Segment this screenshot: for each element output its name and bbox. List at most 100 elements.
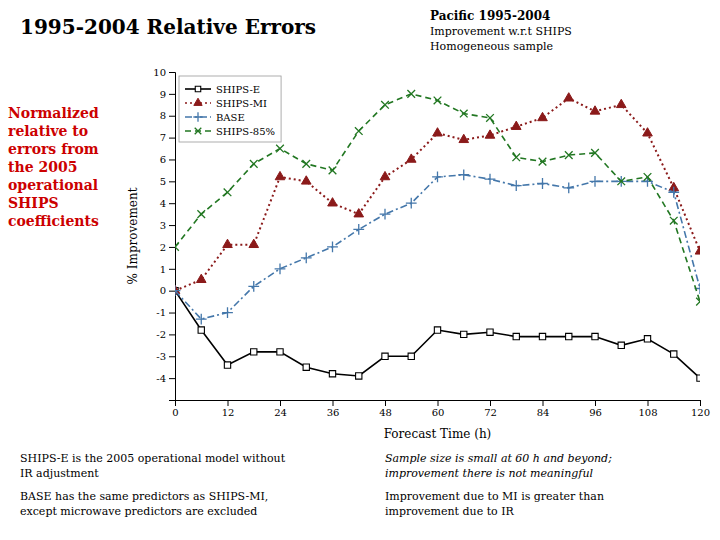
tick-label: 60	[432, 407, 445, 418]
marker	[458, 169, 469, 180]
tick: -1	[156, 307, 175, 318]
tick: -3	[156, 351, 175, 362]
annotation: Normalized	[8, 105, 99, 121]
tick-mark	[169, 94, 175, 95]
marker	[354, 209, 364, 217]
marker	[696, 298, 700, 306]
legend-marker	[194, 98, 202, 105]
marker	[563, 182, 574, 193]
tick-label: -2	[156, 329, 166, 340]
marker	[380, 209, 391, 220]
marker	[224, 188, 232, 196]
marker	[591, 149, 599, 157]
tick-label: 9	[160, 89, 166, 100]
series-line	[175, 98, 700, 290]
tick-label: 36	[327, 407, 340, 418]
marker	[328, 198, 338, 206]
title: 1995-2004 Relative Errors	[20, 15, 316, 39]
tick: -2	[156, 329, 175, 340]
tick-label: 10	[153, 67, 166, 78]
tick: 24	[274, 400, 287, 418]
series-line	[175, 291, 700, 378]
marker	[486, 114, 494, 122]
tick-mark	[169, 138, 175, 139]
tick-mark	[169, 203, 175, 204]
tick-label: -3	[156, 351, 166, 362]
marker	[432, 172, 443, 183]
axis-line	[176, 401, 701, 407]
series-line	[175, 94, 700, 302]
marker	[511, 180, 522, 191]
tick-mark	[169, 378, 175, 379]
tick-label: 96	[589, 407, 602, 418]
tick-label: 0	[172, 407, 178, 418]
tick-label: -1	[156, 307, 166, 318]
tick-mark	[648, 400, 649, 406]
series-line	[175, 175, 700, 319]
tick-mark	[543, 400, 544, 406]
x-axis: 01224364860728496108120	[172, 400, 710, 418]
marker	[249, 239, 259, 247]
marker	[356, 373, 362, 379]
marker	[380, 171, 390, 179]
tick-label: 6	[160, 154, 166, 165]
tick-label: 108	[638, 407, 657, 418]
marker	[175, 285, 180, 296]
marker	[511, 121, 521, 129]
marker	[329, 167, 337, 175]
tick-mark	[385, 400, 386, 406]
marker	[512, 153, 520, 161]
tick: 4	[160, 198, 175, 209]
tick-mark	[169, 181, 175, 182]
marker	[485, 174, 496, 185]
tick-label: 7	[160, 132, 166, 143]
marker	[644, 336, 650, 342]
marker	[381, 101, 389, 109]
tick: 10	[153, 67, 175, 78]
marker	[592, 333, 598, 339]
marker	[303, 364, 309, 370]
marker	[276, 145, 284, 153]
marker	[406, 154, 416, 162]
tick: 12	[222, 400, 235, 418]
annotation: BASE has the same predictors as SHIPS-MI…	[20, 490, 268, 503]
marker	[671, 351, 677, 357]
legend-marker	[195, 86, 200, 91]
tick: 0	[172, 400, 178, 418]
marker	[485, 130, 495, 138]
tick-label: 3	[160, 220, 166, 231]
marker	[616, 99, 626, 107]
marker	[566, 333, 572, 339]
tick-label: 0	[160, 285, 166, 296]
legend-box	[179, 76, 281, 142]
tick-mark	[169, 313, 175, 314]
marker	[198, 327, 204, 333]
marker	[301, 176, 311, 184]
annotation: IR adjustment	[20, 467, 99, 480]
marker	[539, 333, 545, 339]
tick: 3	[160, 220, 175, 231]
tick: 9	[160, 89, 175, 100]
tick-mark	[169, 269, 175, 270]
tick-label: 48	[379, 407, 392, 418]
legend-label: SHIPS-MI	[216, 98, 267, 109]
x-axis-label: Forecast Time (h)	[384, 427, 492, 441]
tick-label: 2	[160, 242, 166, 253]
tick-mark	[169, 334, 175, 335]
marker	[513, 333, 519, 339]
marker	[302, 160, 310, 168]
tick: 96	[589, 400, 602, 418]
marker	[434, 327, 440, 333]
tick: 7	[160, 132, 175, 143]
marker	[461, 331, 467, 337]
annotation: improvement due to IR	[385, 505, 515, 518]
marker	[459, 134, 469, 142]
tick: 1	[160, 264, 175, 275]
tick-label: 84	[537, 407, 550, 418]
tick-mark	[228, 400, 229, 406]
marker	[618, 342, 624, 348]
marker	[223, 239, 233, 247]
annotation: the 2005	[8, 159, 77, 175]
tick-mark	[595, 400, 596, 406]
marker	[565, 151, 573, 159]
